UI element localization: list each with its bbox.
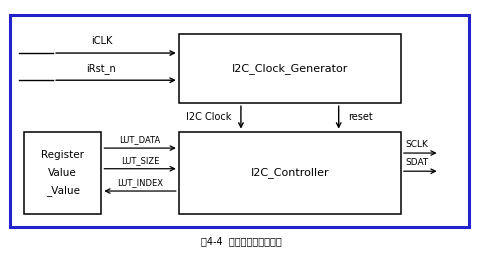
Text: Value: Value: [48, 168, 77, 178]
Bar: [24, 132, 101, 214]
Text: iCLK: iCLK: [91, 36, 112, 46]
Text: I2C_Clock_Generator: I2C_Clock_Generator: [232, 63, 348, 74]
Text: reset: reset: [348, 112, 373, 122]
Text: Register: Register: [41, 150, 85, 160]
Text: iRst_n: iRst_n: [86, 63, 116, 74]
Text: LUT_INDEX: LUT_INDEX: [117, 178, 163, 187]
Text: 图4-4  位置环控制结构框图: 图4-4 位置环控制结构框图: [201, 236, 282, 246]
Bar: [179, 132, 401, 214]
Text: I2C Clock: I2C Clock: [186, 112, 231, 122]
Text: SCLK: SCLK: [406, 140, 428, 149]
Text: SDAT: SDAT: [406, 158, 429, 167]
Bar: [10, 15, 469, 227]
Bar: [179, 34, 401, 103]
Text: LUT_SIZE: LUT_SIZE: [121, 156, 159, 165]
Text: LUT_DATA: LUT_DATA: [119, 135, 161, 144]
Text: _Value: _Value: [46, 186, 80, 196]
Text: I2C_Controller: I2C_Controller: [251, 167, 329, 178]
